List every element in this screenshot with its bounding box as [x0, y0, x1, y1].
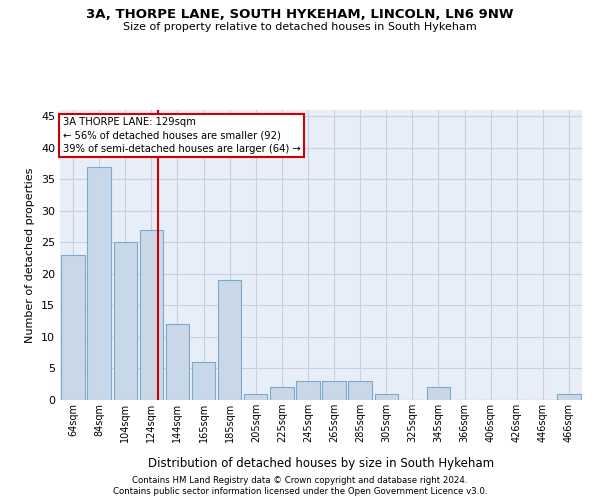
Bar — [218, 280, 241, 400]
Text: Distribution of detached houses by size in South Hykeham: Distribution of detached houses by size … — [148, 458, 494, 470]
Bar — [61, 255, 85, 400]
Bar — [88, 166, 111, 400]
Bar — [140, 230, 163, 400]
Y-axis label: Number of detached properties: Number of detached properties — [25, 168, 35, 342]
Text: Contains HM Land Registry data © Crown copyright and database right 2024.: Contains HM Land Registry data © Crown c… — [132, 476, 468, 485]
Bar — [166, 324, 189, 400]
Text: Contains public sector information licensed under the Open Government Licence v3: Contains public sector information licen… — [113, 487, 487, 496]
Bar — [192, 362, 215, 400]
Bar — [557, 394, 581, 400]
Bar — [427, 388, 450, 400]
Bar — [270, 388, 293, 400]
Bar — [113, 242, 137, 400]
Text: Size of property relative to detached houses in South Hykeham: Size of property relative to detached ho… — [123, 22, 477, 32]
Bar — [296, 381, 320, 400]
Bar — [374, 394, 398, 400]
Bar — [322, 381, 346, 400]
Bar — [349, 381, 372, 400]
Bar — [244, 394, 268, 400]
Text: 3A, THORPE LANE, SOUTH HYKEHAM, LINCOLN, LN6 9NW: 3A, THORPE LANE, SOUTH HYKEHAM, LINCOLN,… — [86, 8, 514, 20]
Text: 3A THORPE LANE: 129sqm
← 56% of detached houses are smaller (92)
39% of semi-det: 3A THORPE LANE: 129sqm ← 56% of detached… — [62, 117, 301, 154]
